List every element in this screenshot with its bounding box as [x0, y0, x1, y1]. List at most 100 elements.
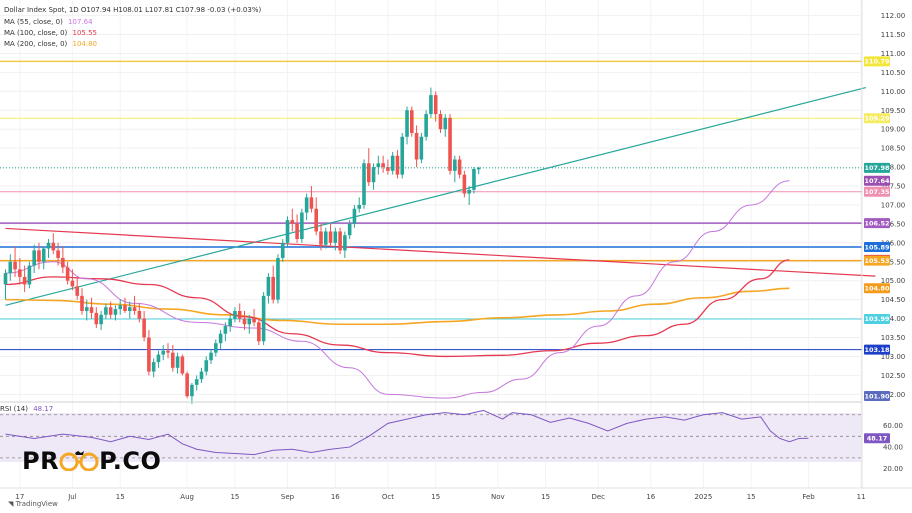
- candle-body: [32, 250, 36, 266]
- candle: [433, 91, 438, 122]
- horizontal-levels: [0, 60, 862, 351]
- candle: [75, 276, 79, 300]
- candle-body: [280, 242, 285, 258]
- price-badge: 107.98: [864, 162, 890, 173]
- time-tick-label: 15: [541, 493, 550, 501]
- time-axis[interactable]: 17 Jul 15 Aug 15 Sep 16 Oct 15 Nov 15 Dec 16 2025 15 Fe…: [15, 493, 865, 501]
- rsi-tick-label: 60.00: [883, 422, 903, 430]
- candle: [443, 114, 448, 137]
- candle: [467, 186, 471, 205]
- candle-body: [65, 267, 70, 281]
- candle-body: [429, 95, 433, 115]
- candle-body: [400, 136, 405, 175]
- time-tick-label: 17: [15, 493, 24, 501]
- price-badge-bg: [864, 56, 890, 67]
- time-tick-label: 15: [116, 493, 125, 501]
- time-tick-label: 11: [857, 493, 866, 501]
- candle-body: [51, 242, 56, 251]
- candle: [257, 318, 261, 346]
- propfirm-logo: PR P.CO: [22, 447, 161, 475]
- price-tick-label: 110.50: [881, 69, 906, 77]
- candle: [300, 208, 304, 243]
- candle-body: [8, 261, 13, 274]
- candle: [190, 382, 194, 404]
- candle: [472, 167, 476, 194]
- candle-body: [252, 318, 256, 323]
- candle: [371, 163, 376, 190]
- price-tick-label: 103.00: [881, 353, 906, 361]
- price-badge-label: 105.53: [864, 257, 889, 265]
- candle: [448, 114, 452, 175]
- candle: [247, 314, 252, 334]
- price-badge: 105.89: [864, 241, 890, 252]
- candle-body: [132, 307, 137, 311]
- candle-body: [228, 318, 232, 327]
- candle-body: [472, 168, 476, 190]
- candle: [376, 155, 381, 175]
- candle: [209, 348, 213, 365]
- candle: [137, 303, 142, 323]
- candle: [180, 354, 185, 376]
- candle: [319, 223, 323, 251]
- candle-body: [438, 114, 443, 130]
- candle: [218, 329, 223, 349]
- ma200-legend-label: MA (200, close, 0): [4, 40, 68, 48]
- price-badge: 107.35: [864, 186, 890, 197]
- price-badge-label: 107.35: [864, 188, 890, 196]
- time-tick-label: 16: [646, 493, 655, 501]
- candle: [41, 246, 46, 270]
- trendlines: [5, 86, 876, 306]
- candle: [338, 227, 342, 255]
- price-axis[interactable]: 112.00 111.50 111.00 110.50 110.00 109.50 109.…: [881, 12, 906, 399]
- candle: [343, 231, 347, 258]
- price-badge: 103.18: [864, 344, 890, 355]
- candle: [285, 216, 290, 247]
- candle: [228, 314, 232, 332]
- candle: [204, 356, 209, 376]
- price-tick-label: 104.50: [881, 296, 906, 304]
- candle: [65, 261, 70, 285]
- price-badge-bg: [864, 313, 890, 324]
- candle-body: [242, 318, 247, 325]
- candle: [314, 197, 318, 236]
- candle-body: [424, 114, 428, 137]
- price-tick-label: 103.50: [881, 334, 906, 342]
- tradingview-watermark: ◥ TradingView: [8, 500, 58, 508]
- candle-body: [113, 309, 118, 315]
- candle: [199, 367, 204, 383]
- candle: [166, 343, 170, 359]
- ma200-legend-value: 104.80: [73, 40, 98, 48]
- candle-body: [175, 356, 180, 368]
- candle: [390, 151, 395, 175]
- candle: [410, 106, 414, 137]
- candle-body: [276, 257, 280, 300]
- price-tick-label: 109.50: [881, 107, 906, 115]
- candle-body: [381, 163, 385, 168]
- candle-body: [314, 208, 318, 232]
- candle: [37, 242, 41, 270]
- candle-body: [357, 204, 362, 209]
- price-tick-label: 109.00: [881, 126, 906, 134]
- candle: [127, 301, 132, 319]
- candle: [171, 345, 175, 372]
- candle-body: [300, 212, 304, 240]
- rsi-pane: [0, 409, 862, 459]
- candle-body: [347, 223, 352, 236]
- rsi-badge-label: 48.17: [867, 435, 888, 443]
- svg-text:MA (200, close, 0) 104.8: MA (200, close, 0) 104.80: [4, 40, 97, 48]
- price-badge-label: 109.29: [864, 115, 890, 123]
- ma55-legend-value: 107.64: [68, 18, 93, 26]
- candle-body: [271, 276, 275, 300]
- candle-body: [328, 231, 333, 243]
- rsi-legend-label: RSI (14): [0, 405, 28, 413]
- candle-body: [362, 163, 366, 205]
- price-badge-label: 101.90: [864, 392, 890, 400]
- candle: [132, 295, 137, 315]
- candle: [266, 273, 271, 304]
- candle-body: [386, 167, 390, 171]
- candle: [395, 150, 400, 179]
- time-tick-label: Aug: [180, 493, 194, 501]
- candle-body: [156, 354, 161, 363]
- time-tick-label: Nov: [491, 493, 505, 501]
- candle: [381, 155, 385, 173]
